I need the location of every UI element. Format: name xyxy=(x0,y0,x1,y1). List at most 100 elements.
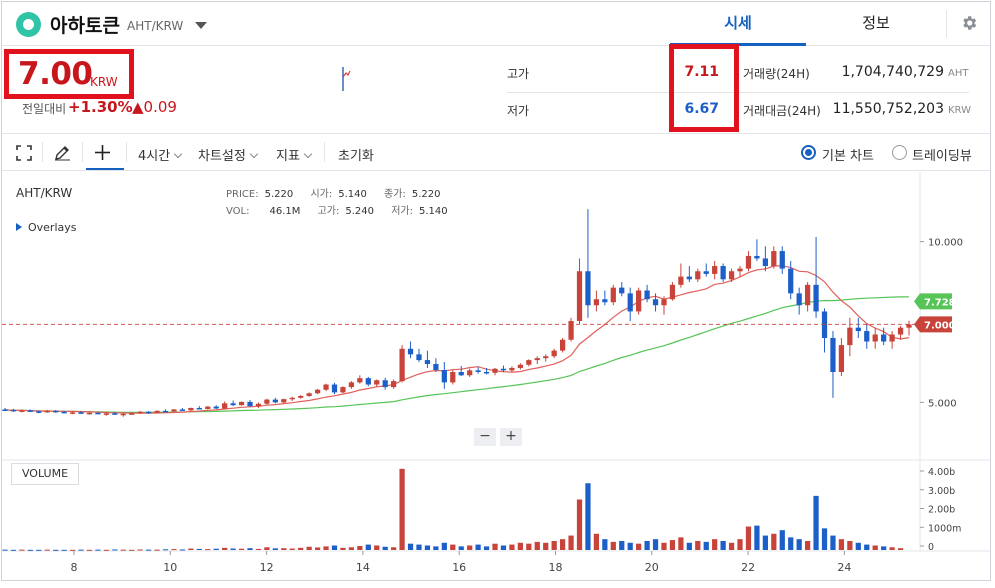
candle-body xyxy=(500,368,507,371)
high-label: 고가 xyxy=(507,67,530,81)
interval-dropdown[interactable]: 4시간 xyxy=(138,145,183,164)
candle-body xyxy=(179,409,186,411)
candle-body xyxy=(281,399,287,403)
zoom-in-button[interactable]: + xyxy=(500,428,522,446)
tab-quote[interactable]: 시세 xyxy=(670,2,806,46)
volume-bar xyxy=(323,546,329,550)
candle-body xyxy=(762,258,768,267)
candle-body xyxy=(357,378,363,383)
candle-body xyxy=(728,271,735,280)
volume-bar xyxy=(526,543,532,550)
gear-icon[interactable] xyxy=(960,14,978,32)
candle-body xyxy=(27,410,33,412)
candle-body xyxy=(534,358,540,361)
candle-body xyxy=(483,371,490,374)
pencil-icon[interactable] xyxy=(54,144,71,161)
candle-body xyxy=(95,412,101,415)
volume-panel-button[interactable]: VOLUME xyxy=(11,463,79,485)
candle-body xyxy=(399,348,405,382)
candle-body xyxy=(205,406,211,409)
volume-bar xyxy=(95,549,101,551)
tradingview-label[interactable]: 트레이딩뷰 xyxy=(912,149,972,164)
candle-body xyxy=(255,403,262,407)
x-axis-tick-label: 18 xyxy=(549,561,563,574)
candle-body xyxy=(222,403,228,409)
candle-body xyxy=(644,290,650,300)
chart-settings-dropdown[interactable]: 차트설정 xyxy=(198,145,259,164)
candle-body xyxy=(830,337,836,372)
header-divider xyxy=(946,10,947,38)
candle-body xyxy=(433,363,439,370)
volume-bar xyxy=(205,549,211,551)
x-axis-tick-label: 10 xyxy=(163,561,177,574)
candle-body xyxy=(855,327,861,332)
zoom-out-button[interactable]: − xyxy=(474,428,496,446)
candle-body xyxy=(424,360,431,364)
candle-body xyxy=(737,268,743,272)
volume-bar xyxy=(374,545,380,550)
fullscreen-icon[interactable] xyxy=(16,145,32,161)
volume-bar xyxy=(120,549,126,551)
volume-bar xyxy=(745,526,752,550)
candle-body xyxy=(804,284,811,306)
candle-body xyxy=(509,367,515,371)
volume-bar xyxy=(467,545,473,550)
candle-body xyxy=(407,348,414,355)
y-axis-tick-label: 10.000 xyxy=(928,238,963,249)
overlays-toggle[interactable]: Overlays xyxy=(16,221,77,234)
candle-body xyxy=(636,290,642,312)
candle-body xyxy=(171,409,177,412)
volume-bar xyxy=(247,548,253,550)
candle-body xyxy=(298,395,304,398)
candle-body xyxy=(703,271,709,274)
volume-bar xyxy=(847,540,853,550)
candle-body xyxy=(864,331,870,342)
low-value: 6.67 xyxy=(684,101,719,117)
candlestick-chart[interactable]: 10.000 5.000 7.728 7.000 4.00b 3.00b 2.00b 1000… xyxy=(2,172,990,581)
volume-bar xyxy=(669,540,676,550)
volume-bar xyxy=(652,539,659,550)
volume-bar xyxy=(712,539,718,550)
volume-bar xyxy=(86,549,93,551)
header-bar: 아하토큰 AHT/KRW 시세 정보 xyxy=(2,2,990,46)
indicators-dropdown[interactable]: 지표 xyxy=(276,145,313,164)
volume-bar xyxy=(441,542,447,550)
candle-body xyxy=(771,251,777,267)
candle-body xyxy=(517,364,523,368)
volume-bar xyxy=(602,539,608,550)
volume-bar xyxy=(391,547,397,550)
coin-logo-icon xyxy=(16,12,41,37)
candle-body xyxy=(585,271,591,306)
toolbar-divider xyxy=(324,142,325,162)
volume-bar xyxy=(475,544,481,550)
volume-bar xyxy=(78,549,84,551)
basic-chart-label[interactable]: 기본 차트 xyxy=(822,149,874,164)
chart-area[interactable]: 10.000 5.000 7.728 7.000 4.00b 3.00b 2.00b 1000… xyxy=(2,172,990,581)
volume-bar xyxy=(399,468,405,550)
tradingview-radio[interactable] xyxy=(892,145,907,160)
coin-dropdown-icon[interactable] xyxy=(195,22,207,29)
volume-bar xyxy=(298,547,304,550)
crosshair-active-indicator xyxy=(86,168,124,170)
candle-body xyxy=(526,360,532,365)
crosshair-icon[interactable] xyxy=(94,144,111,161)
volume-bar xyxy=(661,542,667,550)
volume-bar xyxy=(36,549,42,551)
x-axis-tick-label: 22 xyxy=(741,561,755,574)
tab-info[interactable]: 정보 xyxy=(862,14,890,32)
volume-bar xyxy=(636,543,642,550)
reset-button[interactable]: 초기화 xyxy=(338,149,374,164)
volume-bar xyxy=(695,540,701,550)
y-axis-tick-label: 5.000 xyxy=(928,398,957,409)
change-label: 전일대비 xyxy=(22,102,67,116)
volume-bar xyxy=(264,547,270,550)
candle-body xyxy=(568,321,574,340)
volume-bar xyxy=(382,546,388,550)
volume-bar xyxy=(129,549,135,551)
candle-body xyxy=(61,411,67,414)
candle-body xyxy=(492,368,498,373)
volume-bar xyxy=(897,548,904,550)
basic-chart-radio[interactable] xyxy=(801,145,816,160)
candle-body xyxy=(576,271,583,322)
